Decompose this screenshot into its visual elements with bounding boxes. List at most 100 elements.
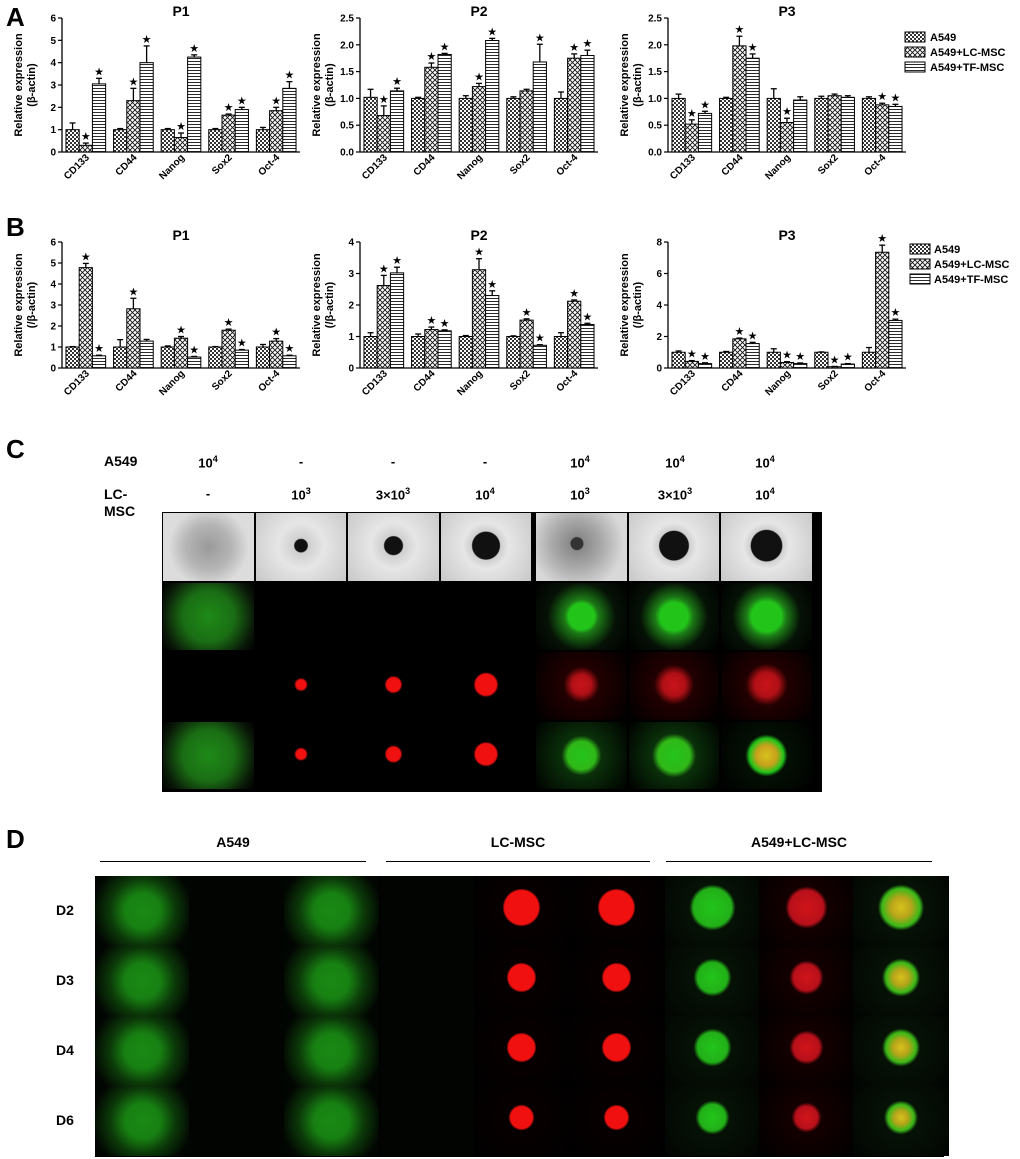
category-label: CD133 bbox=[360, 152, 390, 182]
bar bbox=[779, 361, 795, 369]
bar bbox=[766, 351, 781, 369]
panel-c-micrograph bbox=[628, 652, 719, 720]
panel-c-micrograph bbox=[721, 721, 812, 789]
bar bbox=[389, 90, 405, 153]
significance-star: ★ bbox=[890, 307, 900, 319]
panel-d-micrograph bbox=[95, 1016, 191, 1086]
y-axis-label: Relative expression bbox=[13, 33, 25, 137]
y-tick-label: 2.0 bbox=[340, 40, 354, 51]
bar bbox=[888, 105, 903, 153]
legend-tfmsc-label: A549+TF-MSC bbox=[930, 62, 1004, 74]
bar bbox=[485, 295, 500, 369]
y-axis-label: Relative expression bbox=[311, 33, 323, 137]
y-tick-label: 4 bbox=[50, 58, 56, 69]
significance-star: ★ bbox=[582, 311, 592, 323]
panel-d-micrograph bbox=[379, 946, 476, 1016]
panel-c-image-grid bbox=[162, 512, 822, 792]
panel-d-micrograph bbox=[853, 1016, 949, 1086]
significance-star: ★ bbox=[474, 71, 484, 83]
bar bbox=[471, 269, 487, 369]
panel-d-micrograph bbox=[474, 946, 570, 1016]
bar bbox=[255, 346, 271, 369]
bar bbox=[91, 83, 107, 153]
significance-star: ★ bbox=[237, 95, 247, 107]
y-tick-label: 2 bbox=[348, 301, 354, 312]
panel-c-micrograph bbox=[163, 513, 254, 581]
panel-d-row-label-d3: D3 bbox=[56, 972, 74, 988]
y-tick-label: 1 bbox=[348, 332, 354, 343]
category-label: CD44 bbox=[412, 152, 438, 178]
significance-star: ★ bbox=[271, 95, 281, 107]
y-tick-label: 2.5 bbox=[648, 14, 662, 25]
bar bbox=[282, 87, 297, 153]
panel-c-lcmsc-amount: 3×103 bbox=[375, 486, 411, 503]
panel-c-micrograph bbox=[348, 582, 439, 650]
significance-star: ★ bbox=[700, 351, 710, 363]
panel-d-micrograph bbox=[379, 1016, 476, 1086]
significance-star: ★ bbox=[700, 99, 710, 111]
bar bbox=[697, 112, 713, 153]
significance-star: ★ bbox=[189, 43, 199, 55]
panel-d-micrograph bbox=[189, 946, 285, 1016]
significance-star: ★ bbox=[687, 108, 697, 120]
panel-c-a549-amount: 104 bbox=[755, 454, 775, 471]
panel-c-micrograph bbox=[255, 513, 346, 581]
significance-star: ★ bbox=[734, 24, 744, 36]
bar bbox=[793, 99, 808, 153]
panel-c-micrograph bbox=[536, 513, 627, 581]
panel-d-micrograph bbox=[283, 946, 379, 1016]
significance-star: ★ bbox=[890, 92, 900, 104]
significance-star: ★ bbox=[176, 325, 186, 337]
panel-c-micrograph bbox=[255, 652, 346, 720]
panel-d-micrograph bbox=[759, 876, 855, 946]
y-axis-label: (/β-actin) bbox=[632, 281, 644, 328]
bar bbox=[78, 267, 93, 369]
bar bbox=[91, 355, 107, 369]
legend-b-a549-label: A549 bbox=[934, 244, 960, 256]
category-label: Oct-4 bbox=[554, 152, 580, 178]
y-tick-label: 0 bbox=[348, 364, 354, 375]
panel-c-micrograph bbox=[163, 582, 254, 650]
panel-d-micrograph bbox=[568, 1016, 664, 1086]
bar bbox=[506, 336, 521, 369]
panel-c-micrograph bbox=[536, 652, 627, 720]
panel-d-header-coculture: A549+LC-MSC bbox=[750, 834, 848, 850]
bar bbox=[519, 90, 534, 153]
panel-c-lcmsc-amount: - bbox=[205, 486, 211, 501]
bar bbox=[684, 360, 699, 369]
y-tick-label: 3 bbox=[50, 81, 56, 92]
significance-star: ★ bbox=[782, 350, 792, 362]
panel-letter-b: B bbox=[6, 212, 25, 242]
bar bbox=[113, 346, 128, 369]
bar bbox=[255, 129, 271, 153]
panel-d-micrograph bbox=[568, 946, 664, 1016]
significance-star: ★ bbox=[94, 343, 104, 355]
panel-d-rule-coculture bbox=[666, 861, 932, 862]
panel-c-micrograph bbox=[628, 721, 719, 789]
bar bbox=[732, 45, 747, 153]
significance-star: ★ bbox=[440, 41, 450, 53]
y-tick-label: 2 bbox=[656, 332, 662, 343]
panel-c-micrograph bbox=[536, 721, 627, 789]
bar bbox=[732, 338, 747, 369]
y-axis-label: Relative expression bbox=[619, 253, 631, 357]
y-tick-label: 6 bbox=[50, 238, 56, 249]
category-label: CD44 bbox=[114, 152, 140, 178]
panel-d-micrograph bbox=[379, 1086, 476, 1156]
bar bbox=[376, 284, 391, 369]
bar bbox=[424, 329, 439, 369]
significance-star: ★ bbox=[522, 307, 532, 319]
bar bbox=[671, 351, 686, 369]
significance-star: ★ bbox=[224, 317, 234, 329]
y-tick-label: 2.0 bbox=[648, 40, 662, 51]
y-tick-label: 1.5 bbox=[340, 67, 354, 78]
y-tick-label: 1.0 bbox=[648, 94, 662, 105]
category-label: CD44 bbox=[720, 368, 746, 394]
category-label: Oct-4 bbox=[554, 368, 580, 394]
bar bbox=[187, 56, 202, 153]
bar bbox=[553, 336, 569, 369]
panel-d-rule-a549 bbox=[100, 861, 366, 862]
panel-letter-d: D bbox=[6, 824, 25, 854]
bar bbox=[532, 344, 547, 369]
